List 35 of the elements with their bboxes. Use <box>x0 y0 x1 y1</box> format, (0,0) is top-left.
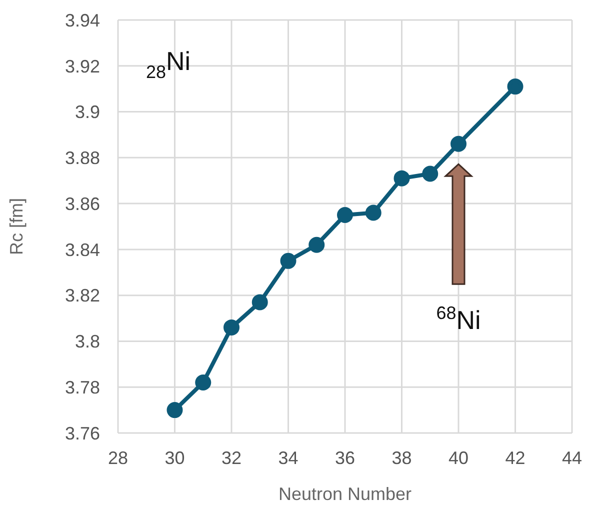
y-tick-label: 3.94 <box>64 10 100 30</box>
y-tick-label: 3.82 <box>64 286 100 306</box>
y-tick-label: 3.9 <box>74 102 100 122</box>
x-tick-label: 28 <box>108 448 128 468</box>
y-axis-title: Rc [fm] <box>6 198 26 255</box>
point <box>166 402 183 418</box>
y-tick-label: 3.92 <box>64 56 100 76</box>
point <box>507 78 524 95</box>
y-tick-label: 3.76 <box>64 423 100 444</box>
x-tick-label: 42 <box>505 448 526 468</box>
point <box>422 166 438 182</box>
point <box>195 374 212 391</box>
point <box>450 136 466 152</box>
point <box>224 319 240 336</box>
y-tick-label: 3.86 <box>64 194 100 214</box>
x-tick-label: 44 <box>562 448 582 468</box>
point <box>337 207 353 224</box>
x-tick-label: 34 <box>278 448 298 468</box>
annotation: $_{28}$Ni <box>146 46 191 82</box>
x-tick-label: 32 <box>221 448 242 468</box>
annotation: $^{68}$Ni <box>436 303 481 336</box>
y-tick-label: 3.84 <box>64 240 100 260</box>
y-tick-label: 3.78 <box>64 378 100 398</box>
x-tick-label: 38 <box>392 448 412 468</box>
point <box>280 252 296 269</box>
point <box>394 170 410 186</box>
y-tick-label: 3.8 <box>74 332 100 352</box>
point <box>252 294 268 310</box>
point <box>365 204 382 221</box>
y-tick-label: 3.88 <box>64 148 100 168</box>
x-tick-label: 40 <box>448 448 469 468</box>
point <box>308 236 325 253</box>
x-tick-label: 36 <box>334 448 356 468</box>
x-tick-label: 30 <box>164 448 185 468</box>
x-axis-title: Neutron Number <box>278 484 412 504</box>
